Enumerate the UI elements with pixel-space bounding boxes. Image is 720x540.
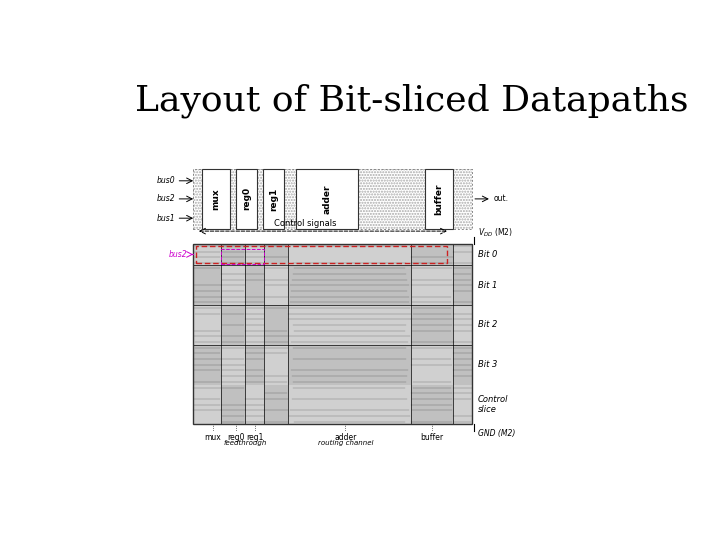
Text: bus2: bus2 [157,194,176,204]
Bar [193,345,221,384]
Text: Control
slice: Control slice [478,395,508,414]
Text: bus1: bus1 [157,214,176,222]
Text: mux: mux [204,433,221,442]
Text: Bit 2: Bit 2 [478,320,498,329]
Bar [453,244,472,265]
Bar [411,384,453,424]
Text: out.: out. [493,194,508,204]
Text: reg1: reg1 [246,433,264,442]
Bar [221,384,245,424]
Text: bus0: bus0 [157,176,176,185]
Bar [221,265,245,305]
Bar [236,168,258,229]
Bar [221,305,245,345]
Bar [411,244,453,265]
Bar [245,265,264,305]
Bar [196,246,447,263]
Bar [453,265,472,305]
Text: feedthrough: feedthrough [223,440,266,447]
Bar [202,168,230,229]
Text: Control signals: Control signals [274,219,336,228]
Text: mux: mux [211,188,220,210]
Bar [425,168,453,229]
Bar [193,305,221,345]
Bar [453,345,472,384]
Text: $V_{DD}$ (M2): $V_{DD}$ (M2) [478,227,513,239]
Bar [453,384,472,424]
Text: reg0: reg0 [243,187,251,211]
Bar [453,305,472,345]
Bar [288,244,411,265]
Bar [193,244,221,265]
Text: Bit 1: Bit 1 [478,281,498,289]
Text: adder: adder [323,184,332,214]
Bar [263,168,284,229]
Text: Layout of Bit-sliced Datapaths: Layout of Bit-sliced Datapaths [135,84,688,118]
Bar [264,305,288,345]
Text: routing channel: routing channel [318,440,373,447]
Bar [245,305,264,345]
Bar [245,345,264,384]
Bar [288,384,411,424]
Text: adder: adder [334,433,356,442]
Bar [264,345,288,384]
Text: reg0: reg0 [228,433,246,442]
Bar [245,244,264,265]
Bar [411,305,453,345]
Bar [264,244,288,265]
Bar [193,168,472,229]
Bar [264,384,288,424]
Bar [193,384,221,424]
Bar [297,168,358,229]
Text: Bit 0: Bit 0 [478,250,498,259]
Bar [264,265,288,305]
Text: GND (M2): GND (M2) [478,429,516,437]
Bar [245,384,264,424]
Text: Bit 3: Bit 3 [478,360,498,369]
Text: buffer: buffer [434,183,444,214]
Bar [193,168,472,229]
Bar [288,305,411,345]
Bar [411,265,453,305]
Text: bus2: bus2 [169,250,188,259]
Text: reg1: reg1 [269,187,278,211]
Bar [288,345,411,384]
Bar [221,345,245,384]
Bar [193,244,472,424]
Bar [221,244,245,265]
Bar [221,249,264,264]
Bar [288,265,411,305]
Text: buffer: buffer [420,433,444,442]
Bar [193,265,221,305]
Bar [411,345,453,384]
